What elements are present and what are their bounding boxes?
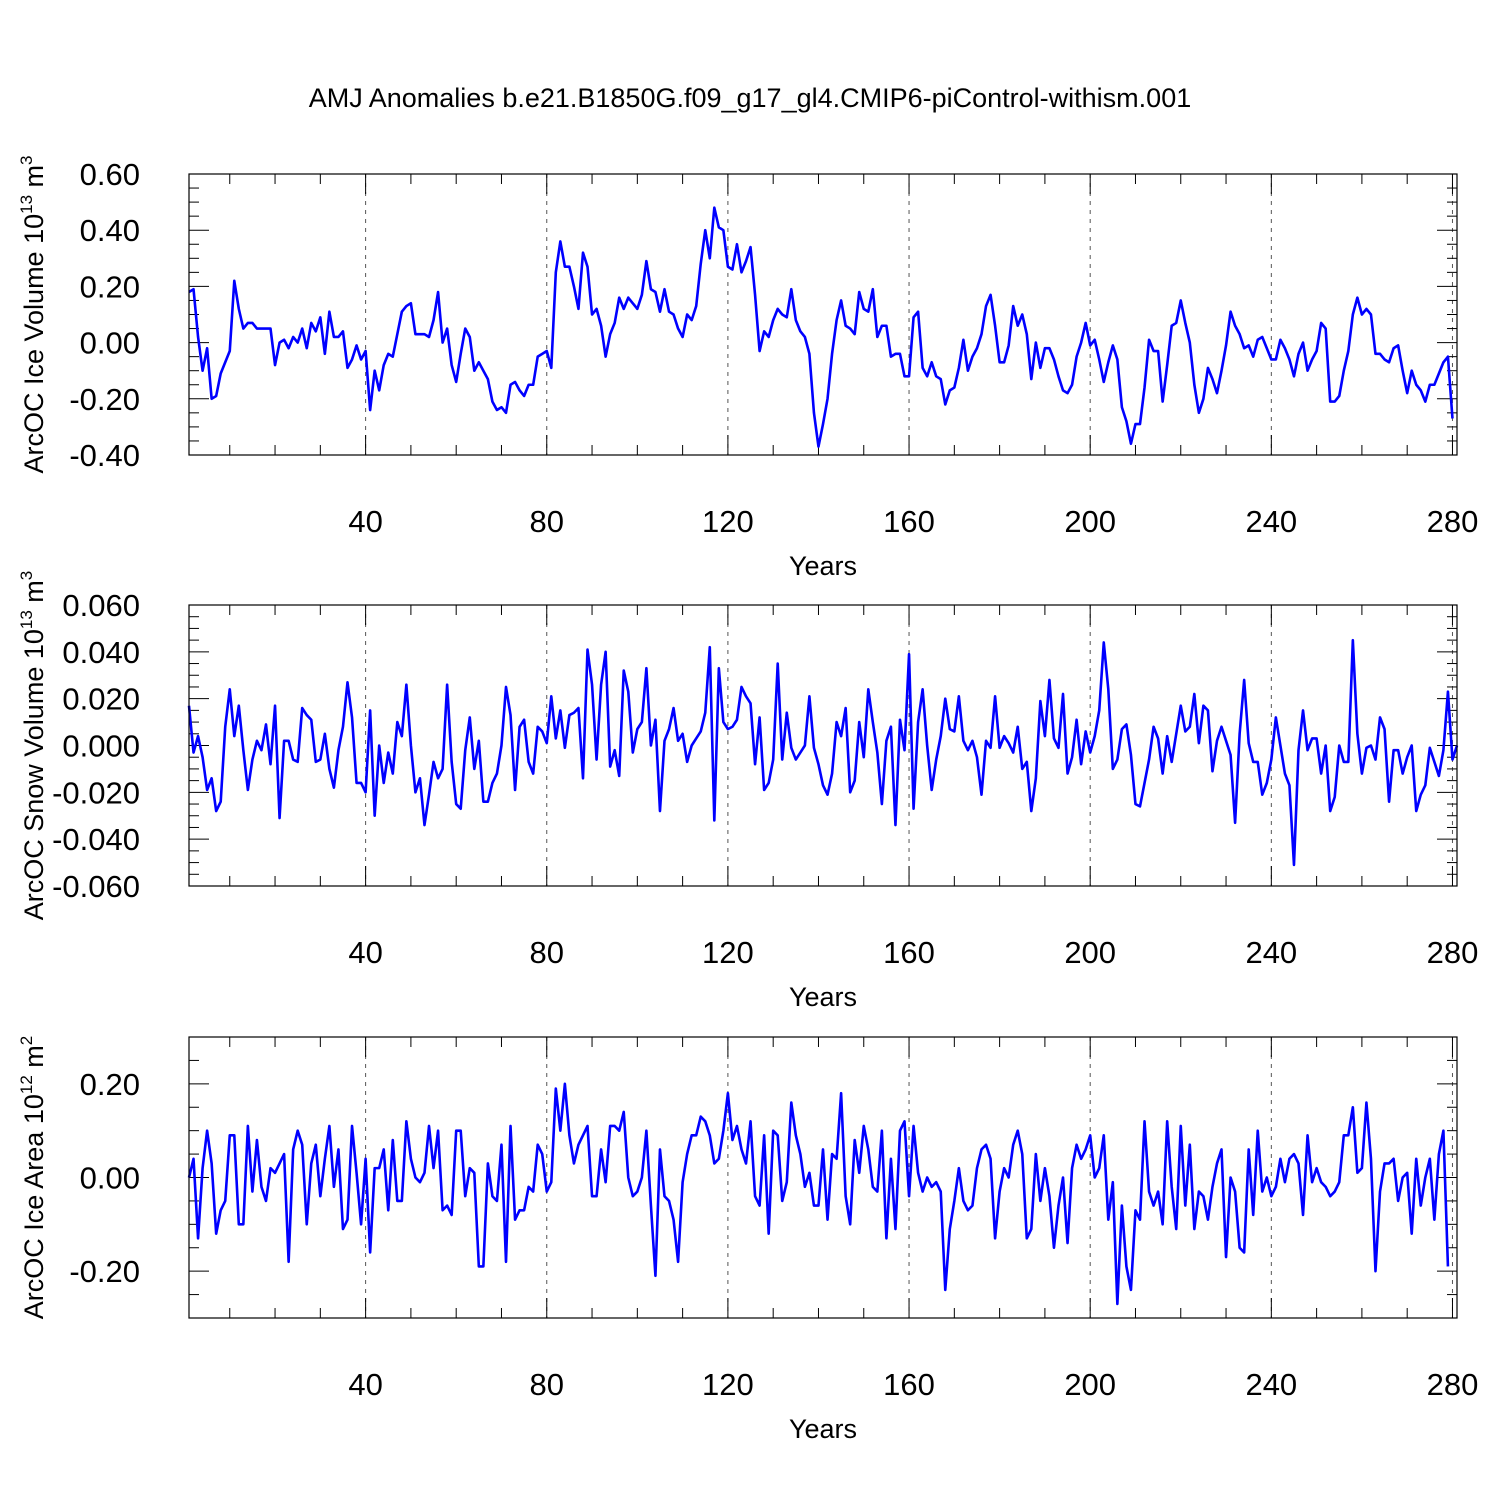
snow-volume-x-tick-label: 120 (702, 935, 754, 970)
snow-volume-x-tick-label: 200 (1064, 935, 1116, 970)
panel-ice-area: 40 80 120 160 200 240 280 -0.20 0.00 0.20 Years Arc… (17, 1036, 1478, 1444)
snow-volume-y-tick-label: 0.000 (62, 729, 140, 764)
ice-volume-x-tick-label: 200 (1064, 504, 1116, 539)
ice-volume-series-line (188, 206, 1454, 448)
ice-area-y-axis-label: ArcOC Ice Area 1012 m2 (17, 1036, 49, 1320)
ice-area-x-tick-label: 40 (348, 1367, 382, 1402)
ice-volume-x-tick-label: 120 (702, 504, 754, 539)
ice-volume-y-tick-label: 0.00 (80, 326, 140, 361)
ice-volume-x-tick-label: 40 (348, 504, 382, 539)
ice-area-y-tick-label: 0.00 (80, 1161, 140, 1196)
snow-volume-x-axis-label: Years (789, 982, 857, 1012)
snow-volume-y-tick-label: -0.060 (52, 869, 140, 904)
snow-volume-y-tick-label: 0.040 (62, 635, 140, 670)
panel-snow-volume: 40 80 120 160 200 240 280 -0.060 -0.040 -0.020 0.0… (17, 571, 1478, 1012)
snow-volume-y-tick-label: 0.060 (62, 588, 140, 623)
ice-volume-y-tick-label: 0.20 (80, 269, 140, 304)
snow-volume-series-line (187, 638, 1459, 867)
ice-area-y-tick-label: 0.20 (80, 1067, 140, 1102)
ice-area-x-tick-label: 280 (1427, 1367, 1479, 1402)
ice-volume-y-tick-label: -0.40 (69, 438, 140, 473)
ice-volume-plot-frame (188, 173, 1458, 456)
ice-area-x-tick-label: 200 (1064, 1367, 1116, 1402)
ice-volume-x-tick-label: 280 (1427, 504, 1479, 539)
ice-area-series-line (187, 1082, 1450, 1306)
snow-volume-x-tick-label: 80 (530, 935, 564, 970)
ice-area-x-tick-label: 80 (530, 1367, 564, 1402)
ice-volume-y-tick-label: 0.40 (80, 213, 140, 248)
ice-volume-x-axis-label: Years (789, 551, 857, 581)
snow-volume-y-axis-label: ArcOC Snow Volume 1013 m3 (17, 571, 49, 921)
snow-volume-x-tick-label: 160 (883, 935, 935, 970)
ice-volume-y-axis-label: ArcOC Ice Volume 1013 m3 (17, 155, 49, 473)
ice-volume-y-tick-label: 0.60 (80, 157, 140, 192)
ice-area-y-tick-label: -0.20 (69, 1254, 140, 1289)
ice-area-x-tick-label: 240 (1245, 1367, 1297, 1402)
ice-area-x-axis-label: Years (789, 1414, 857, 1444)
chart-title: AMJ Anomalies b.e21.B1850G.f09_g17_gl4.C… (309, 83, 1191, 113)
snow-volume-x-tick-label: 40 (348, 935, 382, 970)
ice-area-x-tick-label: 120 (702, 1367, 754, 1402)
ice-volume-x-tick-label: 80 (530, 504, 564, 539)
ice-volume-y-tick-label: -0.20 (69, 382, 140, 417)
snow-volume-x-tick-label: 280 (1427, 935, 1479, 970)
ice-volume-x-tick-label: 240 (1245, 504, 1297, 539)
snow-volume-y-tick-label: 0.020 (62, 682, 140, 717)
snow-volume-x-tick-label: 240 (1245, 935, 1297, 970)
ice-area-plot-frame (188, 1036, 1458, 1319)
snow-volume-y-tick-label: -0.020 (52, 775, 140, 810)
snow-volume-plot-frame (188, 604, 1458, 887)
ice-volume-x-tick-label: 160 (883, 504, 935, 539)
ice-area-x-tick-label: 160 (883, 1367, 935, 1402)
panel-ice-volume: 40 80 120 160 200 240 280 -0.40 -0.20 0.00 0.20 0.4… (17, 155, 1478, 581)
snow-volume-y-tick-label: -0.040 (52, 822, 140, 857)
